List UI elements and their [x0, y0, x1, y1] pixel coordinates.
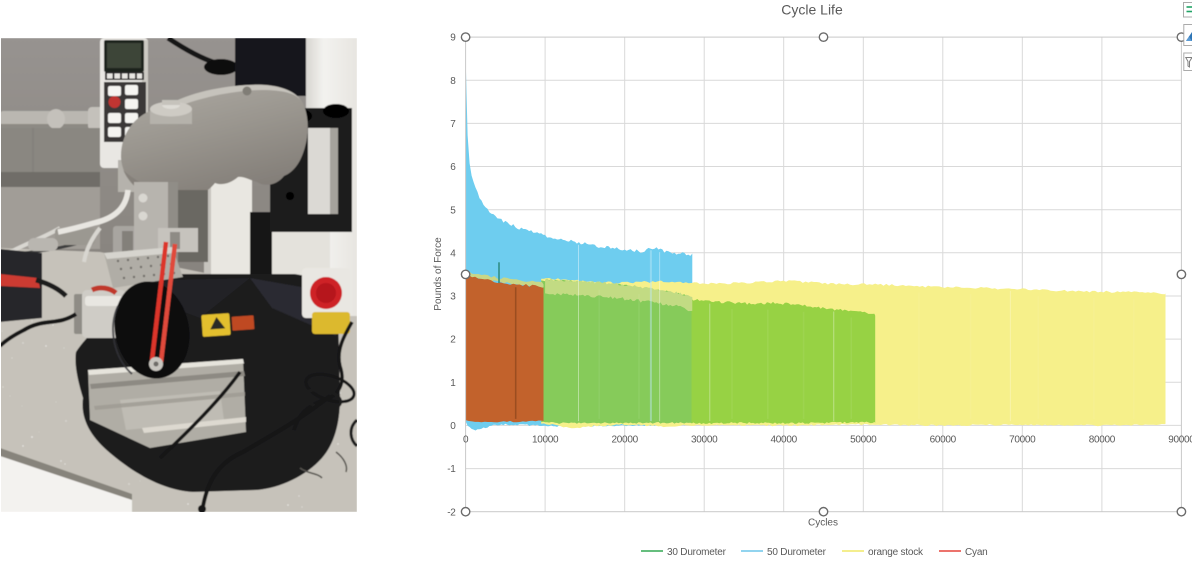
svg-text:Cycles: Cycles — [808, 518, 838, 529]
svg-text:9: 9 — [450, 33, 456, 44]
svg-text:0: 0 — [450, 421, 456, 432]
svg-text:-1: -1 — [447, 464, 456, 475]
svg-text:Cyan: Cyan — [965, 547, 988, 558]
svg-text:30000: 30000 — [691, 435, 718, 446]
svg-text:orange stock: orange stock — [868, 547, 924, 558]
svg-text:8: 8 — [450, 76, 456, 87]
svg-text:5: 5 — [450, 205, 456, 216]
svg-text:Cycle Life: Cycle Life — [781, 2, 843, 18]
svg-text:-2: -2 — [447, 507, 456, 518]
svg-text:50000: 50000 — [850, 435, 877, 446]
svg-text:30 Durometer: 30 Durometer — [667, 547, 727, 558]
svg-text:60000: 60000 — [930, 435, 957, 446]
svg-text:2: 2 — [450, 335, 456, 346]
svg-text:70000: 70000 — [1009, 435, 1036, 446]
svg-text:1: 1 — [450, 378, 456, 389]
svg-text:4: 4 — [450, 248, 456, 259]
svg-text:90000: 90000 — [1168, 435, 1192, 446]
svg-text:0: 0 — [463, 435, 469, 446]
svg-text:7: 7 — [450, 119, 456, 130]
svg-text:40000: 40000 — [771, 435, 798, 446]
svg-text:20000: 20000 — [612, 435, 639, 446]
svg-text:50 Durometer: 50 Durometer — [767, 547, 827, 558]
svg-text:Pounds of Force: Pounds of Force — [433, 237, 444, 311]
svg-text:6: 6 — [450, 162, 456, 173]
svg-text:80000: 80000 — [1089, 435, 1116, 446]
svg-text:10000: 10000 — [532, 435, 559, 446]
svg-text:3: 3 — [450, 292, 456, 303]
